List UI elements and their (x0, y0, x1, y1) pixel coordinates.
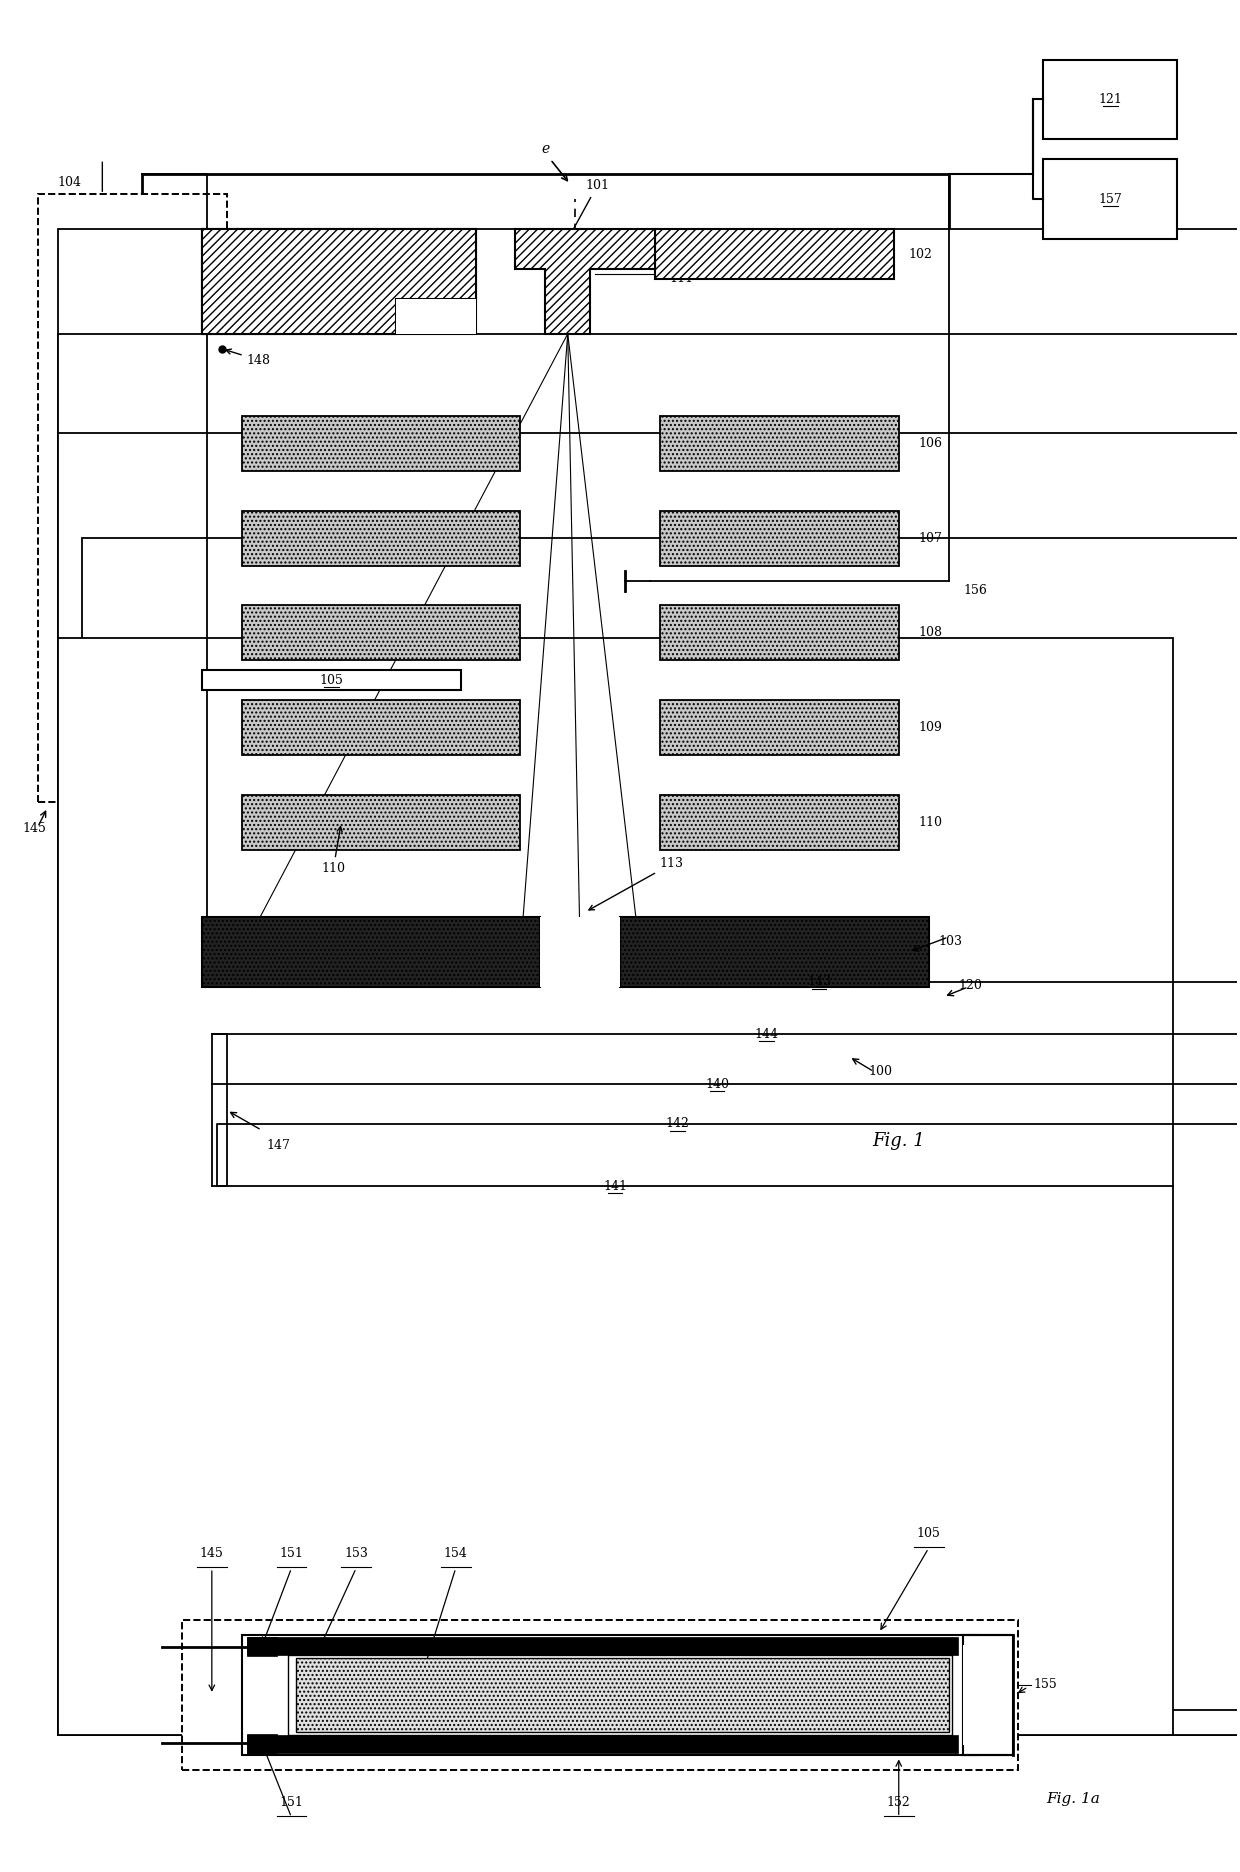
Text: 120: 120 (959, 979, 982, 992)
Text: 140: 140 (706, 1078, 729, 1091)
Text: 105: 105 (320, 674, 343, 687)
Bar (37, 195, 227, 803)
Text: 110: 110 (919, 816, 942, 829)
Text: 104: 104 (57, 176, 82, 189)
Text: 148: 148 (226, 350, 270, 367)
Bar (57, 228, 1240, 1735)
Text: 111: 111 (670, 273, 693, 285)
Bar (1043, 159, 1178, 240)
Bar (143, 174, 949, 1002)
Bar (963, 1645, 1003, 1745)
Text: 143: 143 (807, 975, 831, 988)
Bar (242, 700, 521, 754)
Text: 105: 105 (916, 1528, 941, 1541)
Text: Fig. 1: Fig. 1 (873, 1133, 925, 1151)
Bar (660, 700, 899, 754)
Text: 107: 107 (919, 532, 942, 545)
Text: 110: 110 (321, 827, 346, 876)
Text: 102: 102 (909, 247, 932, 260)
Text: 157: 157 (1099, 193, 1122, 206)
Bar (82, 537, 1240, 1709)
Bar (1043, 60, 1178, 139)
Bar (57, 333, 1240, 1735)
Bar (541, 917, 620, 987)
Bar (247, 1636, 959, 1655)
Text: 108: 108 (919, 627, 942, 640)
Text: 154: 154 (444, 1546, 467, 1559)
Bar (247, 1636, 277, 1657)
Bar (202, 917, 541, 987)
Text: 145: 145 (22, 822, 47, 835)
Text: 152: 152 (887, 1797, 910, 1810)
Bar (242, 416, 521, 472)
Text: 155: 155 (1033, 1679, 1056, 1690)
Text: 109: 109 (919, 721, 942, 734)
Text: 101: 101 (568, 180, 609, 240)
Bar (247, 1735, 959, 1752)
Bar (242, 796, 521, 850)
Polygon shape (202, 228, 476, 333)
Text: 142: 142 (666, 1118, 689, 1131)
Text: 145: 145 (200, 1546, 223, 1559)
Bar (202, 670, 461, 691)
Text: 153: 153 (345, 1546, 368, 1559)
Bar (660, 796, 899, 850)
Bar (182, 1619, 1018, 1769)
Text: 151: 151 (279, 1546, 304, 1559)
Bar (289, 1655, 951, 1735)
Text: 103: 103 (939, 936, 962, 949)
Text: 147: 147 (267, 1138, 290, 1151)
Bar (620, 917, 929, 987)
Bar (242, 511, 521, 565)
Bar (963, 1634, 1013, 1754)
Bar (660, 511, 899, 565)
Bar (242, 605, 521, 661)
Text: 151: 151 (279, 1797, 304, 1810)
Bar (57, 638, 1173, 1735)
Text: 113: 113 (589, 857, 683, 910)
Bar (660, 416, 899, 472)
Bar (296, 1659, 949, 1732)
Bar (660, 605, 899, 661)
Polygon shape (516, 228, 655, 333)
Bar (396, 300, 476, 333)
Text: 100: 100 (869, 1065, 893, 1078)
Text: Fig. 1a: Fig. 1a (1047, 1792, 1100, 1806)
Bar (202, 228, 476, 333)
Text: e: e (541, 142, 549, 157)
Text: 141: 141 (603, 1179, 627, 1192)
Bar (655, 228, 894, 279)
Text: 106: 106 (919, 436, 942, 449)
Bar (242, 1634, 978, 1754)
Text: 156: 156 (963, 584, 987, 597)
Bar (57, 434, 1240, 1735)
Text: 144: 144 (755, 1028, 779, 1041)
Bar (247, 1733, 277, 1752)
Text: 121: 121 (1099, 94, 1122, 107)
